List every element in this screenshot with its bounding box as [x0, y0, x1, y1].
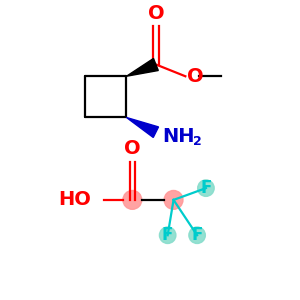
Circle shape	[189, 227, 205, 244]
Polygon shape	[126, 58, 158, 76]
Circle shape	[198, 180, 214, 196]
Circle shape	[164, 190, 183, 209]
Text: HO: HO	[58, 190, 91, 209]
Text: F: F	[162, 226, 173, 244]
Circle shape	[123, 190, 142, 209]
Polygon shape	[126, 118, 158, 137]
Text: O: O	[148, 4, 164, 23]
Text: O: O	[187, 67, 203, 86]
Text: 2: 2	[193, 135, 201, 148]
Text: F: F	[200, 179, 212, 197]
Text: O: O	[124, 139, 141, 158]
Text: F: F	[191, 226, 203, 244]
Text: NH: NH	[162, 127, 194, 146]
Circle shape	[159, 227, 176, 244]
